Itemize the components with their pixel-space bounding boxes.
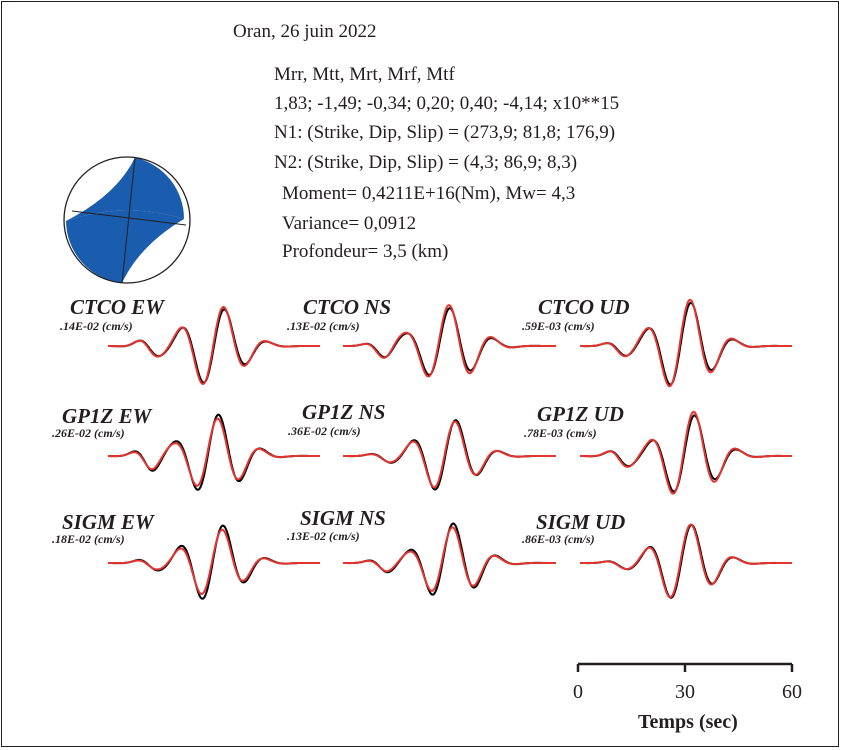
- synthetic-waveform-gp1z-ew: [108, 417, 320, 487]
- observed-waveform-sigm-ew: [108, 524, 320, 600]
- station-label-sigm-ew: SIGM EW: [62, 510, 154, 534]
- station-label-gp1z-ew: GP1Z EW: [62, 404, 152, 428]
- focal-depth: Profondeur= 3,5 (km): [282, 241, 449, 262]
- observed-waveform-sigm-ns: [343, 522, 556, 596]
- synthetic-waveform-gp1z-ns: [343, 420, 556, 489]
- station-label-ctco-ud: CTCO UD: [538, 295, 630, 319]
- figure-title: Oran, 26 juin 2022: [233, 21, 377, 42]
- seismic-moment: Moment= 0,4211E+16(Nm), Mw= 4,3: [282, 183, 576, 204]
- synthetic-waveform-sigm-ns: [343, 526, 556, 592]
- focal-mechanism-beachball: [63, 156, 191, 284]
- nodal-plane-1: N1: (Strike, Dip, Slip) = (273,9; 81,8; …: [274, 122, 616, 143]
- station-amplitude-sigm-ud: .86E-03 (cm/s): [522, 532, 595, 546]
- nodal-plane-2: N2: (Strike, Dip, Slip) = (4,3; 86,9; 8,…: [274, 152, 578, 173]
- observed-waveform-gp1z-ud: [580, 414, 792, 493]
- station-amplitude-sigm-ew: .18E-02 (cm/s): [52, 532, 125, 546]
- beachball-compressional-quadrant-east: [66, 157, 185, 221]
- time-tick-0: 0: [573, 681, 583, 703]
- station-label-ctco-ew: CTCO EW: [70, 295, 164, 319]
- station-label-sigm-ud: SIGM UD: [536, 510, 626, 534]
- station-label-ctco-ns: CTCO NS: [303, 295, 392, 319]
- station-amplitude-gp1z-ns: .36E-02 (cm/s): [288, 424, 361, 438]
- time-tick-30: 30: [675, 681, 695, 703]
- time-tick-60: 60: [782, 681, 802, 703]
- synthetic-waveform-ctco-ud: [580, 298, 792, 388]
- synthetic-waveform-ctco-ew: [108, 305, 320, 385]
- station-amplitude-ctco-ns: .13E-02 (cm/s): [287, 319, 360, 333]
- station-label-gp1z-ns: GP1Z NS: [302, 400, 386, 424]
- beachball-outline: [63, 156, 191, 284]
- station-amplitude-sigm-ns: .13E-02 (cm/s): [287, 529, 360, 543]
- synthetic-waveform-ctco-ns: [343, 304, 556, 378]
- variance-reduction: Variance= 0,0912: [282, 213, 417, 234]
- station-amplitude-ctco-ew: .14E-02 (cm/s): [60, 319, 133, 333]
- station-label-gp1z-ud: GP1Z UD: [537, 402, 624, 426]
- station-amplitude-gp1z-ew: .26E-02 (cm/s): [52, 426, 125, 440]
- observed-waveform-ctco-ns: [343, 307, 556, 377]
- moment-components-header: Mrr, Mtt, Mrt, Mrf, Mtf: [274, 64, 455, 85]
- time-axis-title: Temps (sec): [638, 711, 738, 733]
- station-amplitude-ctco-ud: .59E-03 (cm/s): [522, 319, 595, 333]
- station-amplitude-gp1z-ud: .78E-03 (cm/s): [524, 426, 597, 440]
- synthetic-waveform-sigm-ud: [580, 523, 792, 599]
- beachball-compressional-quadrant-west: [66, 210, 184, 283]
- synthetic-waveform-sigm-ew: [108, 528, 320, 596]
- station-label-sigm-ns: SIGM NS: [300, 506, 386, 530]
- moment-components-values: 1,83; -1,49; -0,34; 0,20; 0,40; -4,14; x…: [274, 93, 620, 114]
- nodal-line-2: [121, 157, 136, 284]
- synthetic-waveform-gp1z-ud: [580, 410, 792, 495]
